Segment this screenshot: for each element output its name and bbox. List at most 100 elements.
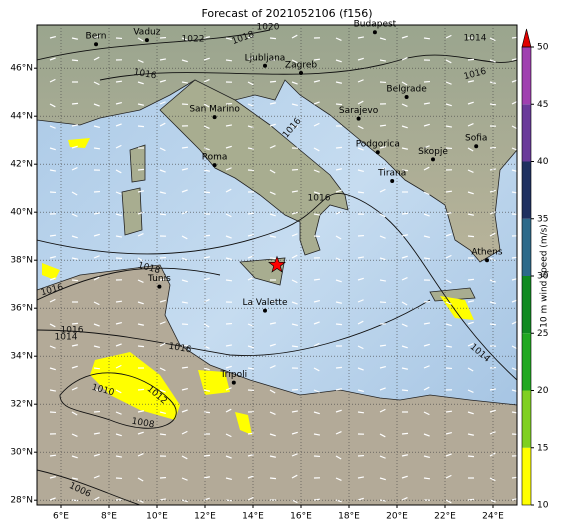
wind-barb: [137, 477, 144, 482]
wind-barb: [313, 411, 320, 415]
wind-barb: [71, 279, 79, 282]
wind-barb: [357, 36, 365, 39]
colorbar-segment: [522, 104, 531, 162]
city-dot: [375, 150, 380, 155]
wind-barb: [225, 59, 233, 62]
wind-barb: [401, 234, 408, 237]
wind-barb: [269, 145, 276, 149]
wind-barb: [291, 301, 298, 305]
wind-barb: [225, 344, 233, 347]
wind-barb: [423, 386, 430, 391]
y-tick-label: 36°N: [10, 304, 33, 314]
wind-barb: [137, 168, 145, 171]
wind-barb: [423, 235, 430, 239]
wind-barb: [379, 59, 387, 62]
wind-barb: [137, 323, 144, 326]
x-tick-label: 20°E: [386, 512, 408, 522]
wind-barb: [335, 409, 342, 413]
title: Forecast of 2021052106 (f156): [201, 7, 372, 20]
wind-barb: [467, 235, 475, 238]
wind-barb: [71, 145, 78, 149]
wind-barb: [489, 301, 496, 305]
wind-barb: [247, 56, 254, 61]
wind-barb: [335, 168, 342, 171]
wind-patch: [90, 352, 180, 420]
wind-barb: [247, 212, 255, 215]
wind-barb: [49, 367, 56, 371]
wind-barb: [335, 323, 343, 326]
wind-barb: [313, 147, 320, 152]
wind-barb: [291, 453, 298, 457]
wind-barb: [467, 278, 475, 281]
x-tick-label: 16°E: [290, 512, 312, 522]
isobar-label: 1022: [182, 35, 205, 45]
wind-barb: [159, 213, 167, 216]
wind-barb: [401, 169, 409, 172]
city-dot: [212, 163, 217, 168]
wind-barb: [379, 257, 386, 261]
wind-barb: [225, 37, 232, 41]
wind-barb: [225, 408, 232, 413]
wind-barb: [247, 276, 254, 281]
wind-barb: [49, 234, 57, 237]
wind-barb: [467, 300, 474, 303]
wind-barb: [291, 254, 298, 259]
wind-barb: [489, 323, 497, 326]
wind-barb: [93, 367, 101, 370]
colorbar-tick-label: 20: [537, 386, 549, 396]
wind-barb: [93, 276, 100, 281]
wind-barb: [225, 167, 232, 171]
wind-barb: [467, 213, 474, 216]
wind-barb: [379, 124, 387, 127]
colorbar-tick-label: 15: [537, 443, 548, 453]
wind-barb: [93, 323, 100, 327]
wind-barb: [159, 498, 167, 501]
wind-barb: [357, 497, 364, 501]
wind-barb: [137, 37, 144, 42]
wind-barb: [137, 345, 145, 348]
wind-barb: [379, 455, 386, 459]
wind-barb: [423, 365, 430, 369]
wind-barb: [269, 191, 276, 195]
wind-barb: [313, 389, 320, 393]
wind-barb: [489, 477, 496, 482]
wind-patch: [235, 412, 252, 435]
isobar: [37, 299, 431, 356]
map-frame: [36, 24, 518, 506]
wind-barb: [335, 366, 343, 369]
wind-barb: [291, 279, 298, 284]
wind-barb: [181, 387, 188, 391]
y-tick-label: 30°N: [10, 448, 33, 458]
wind-barb: [71, 499, 79, 502]
wind-barb: [423, 343, 430, 347]
wind-barb: [71, 411, 78, 416]
wind-barb: [423, 433, 430, 437]
wind-barb: [401, 103, 408, 107]
x-tick-label: 12°E: [194, 512, 216, 522]
wind-barb: [181, 81, 189, 84]
wind-barb: [93, 345, 100, 349]
wind-barb: [467, 123, 474, 127]
wind-barb: [203, 454, 211, 457]
wind-barb: [401, 255, 408, 259]
wind-barb: [159, 433, 167, 436]
wind-barb: [247, 323, 254, 327]
wind-barb: [115, 101, 122, 105]
event-marker: [268, 255, 286, 273]
wind-barb: [71, 167, 78, 171]
x-tick-label: 24°E: [482, 512, 504, 522]
wind-barb: [313, 79, 320, 83]
wind-barb: [423, 166, 430, 171]
isobar: [37, 267, 221, 301]
wind-barb: [357, 367, 364, 371]
wind-barb: [357, 345, 364, 350]
wind-barb: [225, 365, 232, 369]
wind-barb: [159, 169, 166, 173]
city-dot: [372, 30, 377, 35]
wind-barb: [511, 345, 517, 350]
wind-barb: [137, 279, 144, 283]
wind-patch: [42, 263, 60, 280]
wind-barb: [379, 167, 386, 171]
wind-barb: [93, 56, 100, 61]
wind-barb: [379, 213, 386, 218]
